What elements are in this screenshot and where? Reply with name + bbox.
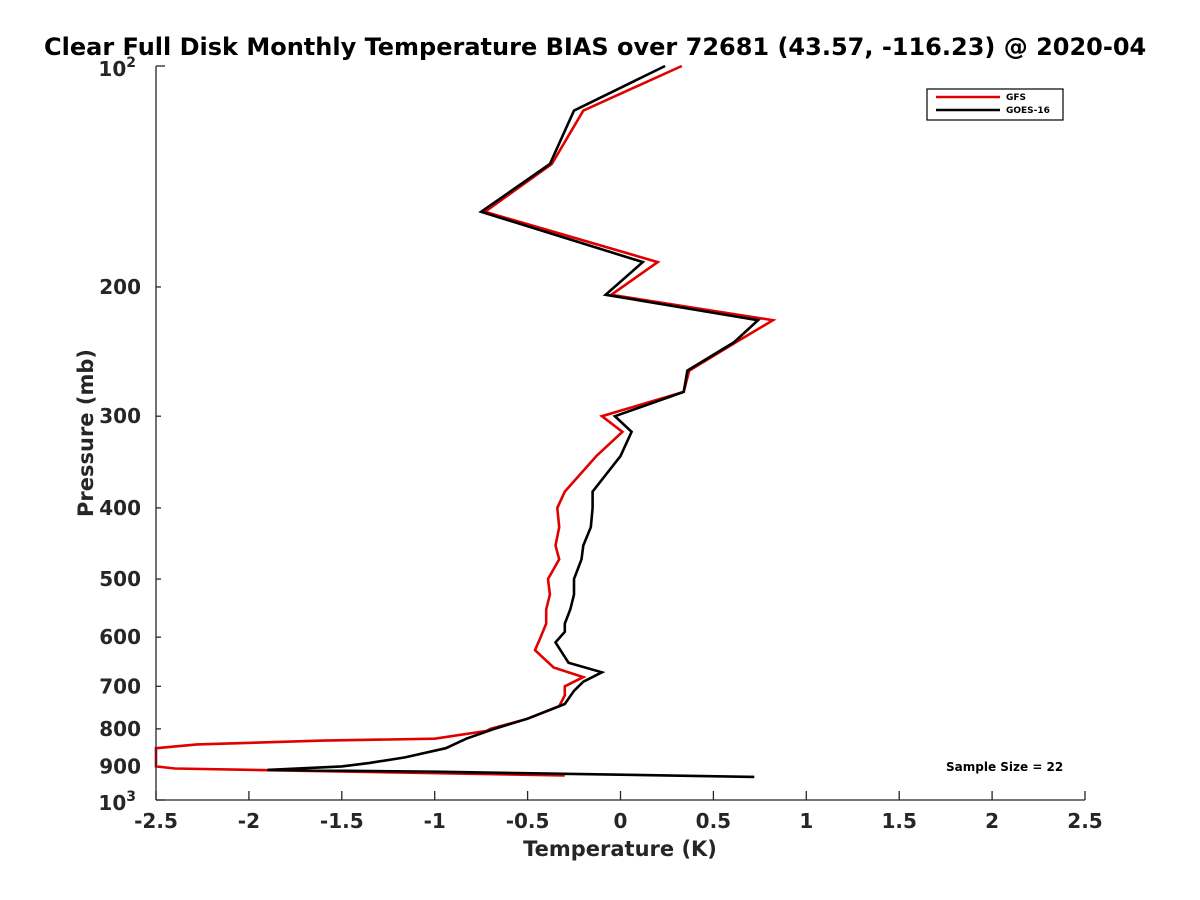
y-tick-label: 700 xyxy=(99,674,141,698)
x-tick-label: 1 xyxy=(799,809,813,833)
x-tick-label: 1.5 xyxy=(881,809,916,833)
legend-box xyxy=(926,88,1064,121)
y-tick-label: 600 xyxy=(99,625,141,649)
legend-label-goes16: GOES-16 xyxy=(1006,106,1050,116)
legend-label-gfs: GFS xyxy=(1006,93,1026,103)
y-tick-label: 800 xyxy=(99,717,141,741)
y-tick-label: 400 xyxy=(99,496,141,520)
x-tick-label: 2 xyxy=(985,809,999,833)
x-tick-label: -2 xyxy=(238,809,260,833)
y-axis-label: Pressure (mb) xyxy=(74,349,98,517)
series-layer xyxy=(154,64,777,779)
y-tick-label-max: 103 xyxy=(98,789,136,815)
y-tick-label-min: 102 xyxy=(98,55,136,81)
x-tick-label: -0.5 xyxy=(506,809,550,833)
chart-title: Clear Full Disk Monthly Temperature BIAS… xyxy=(44,33,1146,61)
y-tick-min-base: 10 xyxy=(98,57,126,81)
x-axis-label: Temperature (K) xyxy=(523,837,717,861)
x-tick-label: 2.5 xyxy=(1067,809,1102,833)
series-line-gfs xyxy=(154,64,777,777)
y-tick-label: 500 xyxy=(99,567,141,591)
x-tick-label: -2.5 xyxy=(134,809,178,833)
y-tick-label: 900 xyxy=(99,754,141,778)
x-axis-ticks: -2.5 -2 -1.5 -1 -0.5 0 0.5 1 1.5 2 2.5 xyxy=(134,791,1103,833)
legend: GFS GOES-16 xyxy=(926,88,1064,121)
series-line-goes16 xyxy=(267,64,761,779)
y-axis-ticks: 200 300 400 500 600 700 800 900 xyxy=(99,65,165,801)
sample-size-annotation: Sample Size = 22 xyxy=(946,760,1063,774)
y-tick-max-base: 10 xyxy=(98,791,126,815)
x-tick-label: -1 xyxy=(424,809,446,833)
y-tick-max-exp: 3 xyxy=(126,789,136,805)
x-tick-label: 0 xyxy=(614,809,628,833)
x-tick-label: 0.5 xyxy=(696,809,731,833)
y-tick-label: 200 xyxy=(99,275,141,299)
y-tick-min-exp: 2 xyxy=(126,55,136,71)
x-tick-label: -1.5 xyxy=(320,809,364,833)
y-tick-label: 300 xyxy=(99,404,141,428)
